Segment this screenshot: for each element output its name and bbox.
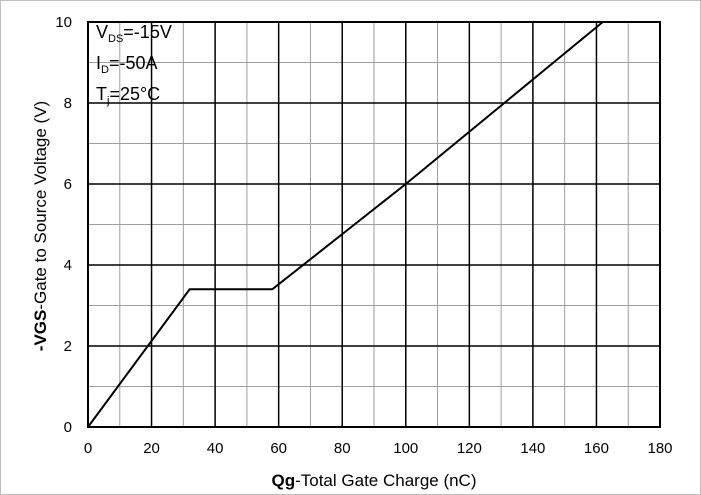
condition-tj: Tj=25°C — [96, 84, 160, 107]
x-tick-label: 180 — [647, 440, 672, 457]
y-tick-label: 4 — [64, 257, 72, 274]
x-tick-label: 160 — [584, 440, 609, 457]
x-tick-label: 140 — [520, 440, 545, 457]
y-tick-label: 0 — [64, 419, 72, 436]
series-line — [87, 21, 604, 428]
minor-grid — [88, 22, 660, 427]
x-axis-label: Qg-Total Gate Charge (nC) — [271, 471, 476, 490]
x-tick-label: 20 — [143, 440, 160, 457]
x-tick-label: 0 — [84, 440, 92, 457]
x-tick-labels: 0 20 40 60 80 100 120 140 160 180 — [84, 440, 673, 457]
y-tick-labels: 0 2 4 6 8 10 — [55, 14, 72, 436]
y-tick-label: 2 — [64, 338, 72, 355]
x-tick-label: 40 — [207, 440, 224, 457]
x-tick-label: 100 — [393, 440, 418, 457]
plot-border — [87, 21, 661, 428]
y-tick-label: 6 — [64, 176, 72, 193]
condition-id: ID=-50A — [96, 53, 158, 76]
x-tick-label: 120 — [457, 440, 482, 457]
y-axis-label: -VGS-Gate to Source Voltage (V) — [31, 101, 50, 351]
x-tick-label: 60 — [270, 440, 287, 457]
x-tick-label: 80 — [334, 440, 351, 457]
y-tick-label: 10 — [55, 14, 72, 31]
condition-vds: VDS=-15V — [96, 22, 172, 45]
y-tick-label: 8 — [64, 95, 72, 112]
